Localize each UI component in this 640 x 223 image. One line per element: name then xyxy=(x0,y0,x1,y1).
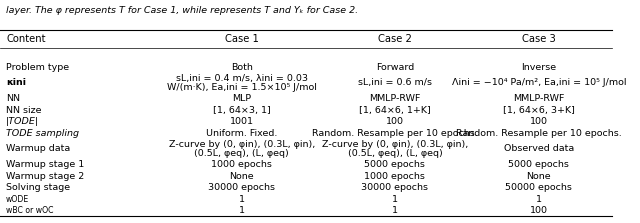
Text: Case 2: Case 2 xyxy=(378,34,412,44)
Text: 1: 1 xyxy=(239,195,245,204)
Text: MMLP-RWF: MMLP-RWF xyxy=(369,94,420,103)
Text: Z-curve by (0, φin), (0.3L, φin),: Z-curve by (0, φin), (0.3L, φin), xyxy=(169,140,315,149)
Text: Warmup stage 1: Warmup stage 1 xyxy=(6,160,84,169)
Text: 30000 epochs: 30000 epochs xyxy=(209,183,275,192)
Text: 1: 1 xyxy=(392,206,398,215)
Text: 5000 epochs: 5000 epochs xyxy=(364,160,426,169)
Text: wBC or wOC: wBC or wOC xyxy=(6,206,54,215)
Text: (0.5L, φeq), (L, φeq): (0.5L, φeq), (L, φeq) xyxy=(195,149,289,158)
Text: |ΤODE|: |ΤODE| xyxy=(6,117,39,126)
Text: ΤODE sampling: ΤODE sampling xyxy=(6,129,79,138)
Text: κini: κini xyxy=(6,78,26,87)
Text: 1: 1 xyxy=(239,206,245,215)
Text: [1, 64×6, 1+K]: [1, 64×6, 1+K] xyxy=(359,106,431,115)
Text: None: None xyxy=(230,172,254,181)
Text: Z-curve by (0, φin), (0.3L, φin),: Z-curve by (0, φin), (0.3L, φin), xyxy=(322,140,468,149)
Text: 100: 100 xyxy=(386,117,404,126)
Text: 1000 epochs: 1000 epochs xyxy=(211,160,272,169)
Text: Observed data: Observed data xyxy=(504,144,574,153)
Text: MLP: MLP xyxy=(232,94,252,103)
Text: Case 3: Case 3 xyxy=(522,34,556,44)
Text: 30000 epochs: 30000 epochs xyxy=(362,183,428,192)
Text: 1000 epochs: 1000 epochs xyxy=(364,172,426,181)
Text: Uniform. Fixed.: Uniform. Fixed. xyxy=(206,129,278,138)
Text: 1001: 1001 xyxy=(230,117,254,126)
Text: Both: Both xyxy=(231,63,253,72)
Text: Warmup data: Warmup data xyxy=(6,144,70,153)
Text: [1, 64×3, 1]: [1, 64×3, 1] xyxy=(213,106,271,115)
Text: None: None xyxy=(527,172,551,181)
Text: 100: 100 xyxy=(530,117,548,126)
Text: Forward: Forward xyxy=(376,63,414,72)
Text: Random. Resample per 10 epochs.: Random. Resample per 10 epochs. xyxy=(456,129,621,138)
Text: Random. Resample per 10 epochs.: Random. Resample per 10 epochs. xyxy=(312,129,478,138)
Text: Λini = −10⁴ Pa/m², Ea,ini = 10⁵ J/mol: Λini = −10⁴ Pa/m², Ea,ini = 10⁵ J/mol xyxy=(452,78,626,87)
Text: sL,ini = 0.4 m/s, λini = 0.03: sL,ini = 0.4 m/s, λini = 0.03 xyxy=(176,74,308,83)
Text: MMLP-RWF: MMLP-RWF xyxy=(513,94,564,103)
Text: NN size: NN size xyxy=(6,106,42,115)
Text: layer. The φ represents T for Case 1, while represents T and Yₖ for Case 2.: layer. The φ represents T for Case 1, wh… xyxy=(6,6,358,14)
Text: sL,ini = 0.6 m/s: sL,ini = 0.6 m/s xyxy=(358,78,432,87)
Text: Problem type: Problem type xyxy=(6,63,69,72)
Text: Solving stage: Solving stage xyxy=(6,183,70,192)
Text: Warmup stage 2: Warmup stage 2 xyxy=(6,172,84,181)
Text: 5000 epochs: 5000 epochs xyxy=(508,160,569,169)
Text: 1: 1 xyxy=(536,195,542,204)
Text: W/(m·K), Ea,ini = 1.5×10⁵ J/mol: W/(m·K), Ea,ini = 1.5×10⁵ J/mol xyxy=(167,83,317,92)
Text: Inverse: Inverse xyxy=(521,63,556,72)
Text: 1: 1 xyxy=(392,195,398,204)
Text: NN: NN xyxy=(6,94,20,103)
Text: Content: Content xyxy=(6,34,45,44)
Text: 50000 epochs: 50000 epochs xyxy=(506,183,572,192)
Text: [1, 64×6, 3+K]: [1, 64×6, 3+K] xyxy=(503,106,575,115)
Text: Case 1: Case 1 xyxy=(225,34,259,44)
Text: 100: 100 xyxy=(530,206,548,215)
Text: wODE: wODE xyxy=(6,195,29,204)
Text: (0.5L, φeq), (L, φeq): (0.5L, φeq), (L, φeq) xyxy=(348,149,442,158)
